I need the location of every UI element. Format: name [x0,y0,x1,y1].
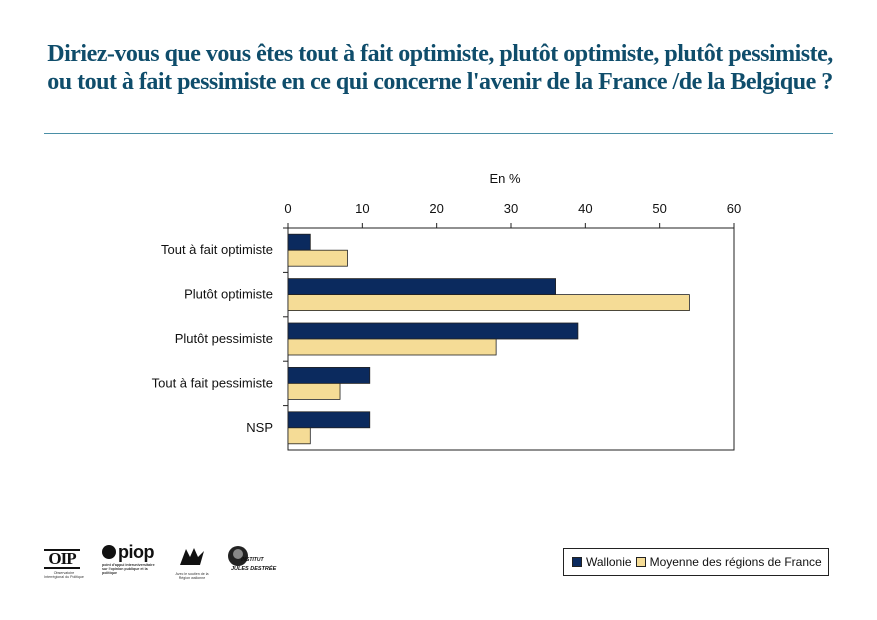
rooster-icon [180,548,204,565]
piop-logo: piop point d'appui interuniversitaire su… [102,542,155,575]
legend-label-france: Moyenne des régions de France [649,555,822,569]
bar-wallonie-2 [287,322,579,340]
x-tick-label-1: 10 [355,201,369,216]
bar-wallonie-4 [287,411,371,429]
bar-france-4 [287,427,311,445]
category-label-0: Tout à fait optimiste [161,242,273,257]
x-tick-label-5: 50 [652,201,666,216]
category-label-1: Plutôt optimiste [184,287,273,302]
piop-dot-icon [102,545,116,559]
chart-legend: Wallonie Moyenne des régions de France [563,548,829,576]
x-tick-label-4: 40 [578,201,592,216]
bar-france-2 [287,338,497,356]
wallonie-logo: Avec le soutien de la Région wallonne [172,545,212,580]
category-label-4: NSP [246,420,273,435]
bar-france-3 [287,382,341,400]
bar-wallonie-0 [287,233,311,251]
legend-label-wallonie: Wallonie [586,555,632,569]
title-divider [44,133,833,134]
x-axis-title: En % [489,171,521,186]
category-label-2: Plutôt pessimiste [175,331,273,346]
x-tick-label-0: 0 [284,201,291,216]
category-label-3: Tout à fait pessimiste [152,375,273,390]
x-tick-label-2: 20 [429,201,443,216]
bar-wallonie-1 [287,278,557,296]
bar-wallonie-3 [287,366,371,384]
chart-title: Diriez-vous que vous êtes tout à fait op… [47,41,833,95]
portrait-icon [228,546,248,566]
legend-item-france: Moyenne des régions de France [635,555,822,569]
oip-logo: OIP Observatoire Interrégional du Politi… [44,549,84,579]
bar-france-1 [287,294,690,312]
bar-france-0 [287,249,348,267]
x-tick-label-3: 30 [504,201,518,216]
legend-item-wallonie: Wallonie [572,555,632,569]
x-tick-label-6: 60 [727,201,741,216]
legend-swatch-wallonie [572,557,582,567]
legend-swatch-france [635,557,646,567]
